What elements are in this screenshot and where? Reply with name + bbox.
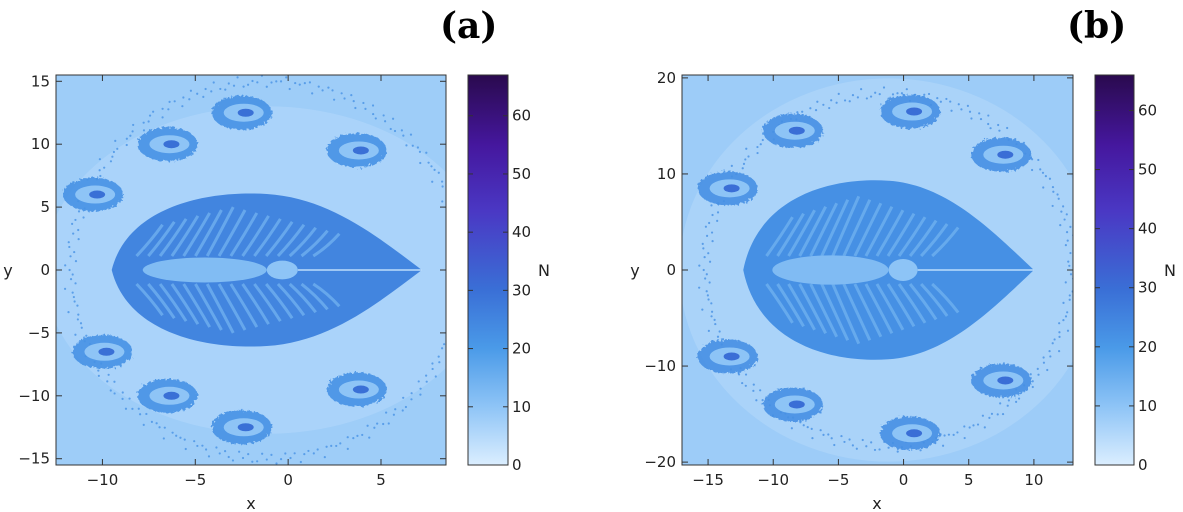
lobe [880,94,941,129]
panel-a-plot-area: −10 −5 0 5 −15 −10 −5 0 5 10 15 [18,72,447,489]
lobe [211,410,272,445]
lobe [762,387,823,422]
y-tick-label: −20 [644,453,676,471]
colorbar-tick-label: 10 [512,398,531,416]
y-tick-label: −15 [18,450,50,468]
lobe [697,339,758,374]
colorbar-gradient [467,74,509,466]
panel-b-colorbar-label: N [1164,261,1176,280]
lobe [326,133,387,168]
y-tick-label: 5 [40,198,50,216]
panel-b: (b) −15 −10 −5 0 5 10 −20 −10 0 10 20 x y 0 10 20 30 4… [630,5,1176,512]
inner-lens [142,257,267,283]
x-tick-label: 0 [899,471,909,489]
panel-b-colorbar: 0 10 20 30 40 50 60 [1094,74,1157,474]
panel-a-xlabel: x [246,494,255,512]
colorbar-tick-label: 50 [1138,161,1157,179]
lobe [971,363,1032,398]
y-tick-label: 0 [40,261,50,279]
y-tick-label: 10 [657,165,676,183]
colorbar-tick-label: 0 [512,456,522,474]
x-tick-label: 5 [964,471,974,489]
inner-lens-small [266,260,298,280]
colorbar-tick-label: 0 [1138,456,1148,474]
colorbar-tick-label: 40 [512,223,531,241]
lobe [137,378,198,413]
colorbar-tick-label: 60 [1138,101,1157,119]
y-tick-label: 15 [31,72,50,90]
panel-a-label: (a) [440,5,497,47]
lobe [72,334,133,369]
y-tick-label: 0 [666,261,676,279]
panel-b-ylabel: y [630,261,639,280]
lobe [762,113,823,148]
y-tick-label: −5 [28,324,50,342]
inner-lens [772,255,889,285]
x-tick-label: −5 [827,471,849,489]
colorbar-gradient [1094,74,1135,466]
y-tick-label: 10 [31,135,50,153]
lobe [63,177,124,212]
x-tick-label: 5 [376,471,386,489]
x-tick-label: −5 [184,471,206,489]
panel-b-plot-area: −15 −10 −5 0 5 10 −20 −10 0 10 20 [644,69,1074,489]
panel-a-colorbar-label: N [538,261,550,280]
lobe [880,416,941,451]
y-tick-label: 20 [657,69,676,87]
colorbar-tick-label: 60 [512,107,531,125]
panel-a-colorbar: 0 10 20 30 40 50 60 [467,74,531,474]
y-tick-label: −10 [18,387,50,405]
panel-b-label: (b) [1067,5,1126,47]
panel-a-ylabel: y [3,261,12,280]
x-tick-label: −10 [87,471,119,489]
central-striations [765,195,960,345]
lobe [137,127,198,162]
colorbar-tick-label: 50 [512,165,531,183]
colorbar-tick-label: 40 [1138,220,1157,238]
lobe [697,171,758,206]
colorbar-tick-label: 20 [1138,338,1157,356]
lobe [211,95,272,130]
x-tick-label: −15 [692,471,724,489]
panel-a: (a) −10 −5 0 5 −15 −10 −5 0 5 10 15 x y 0 10 20 30 40 5… [3,5,550,512]
x-tick-label: −10 [757,471,789,489]
colorbar-tick-label: 30 [512,281,531,299]
x-tick-label: 10 [1024,471,1043,489]
inner-lens-small [888,259,918,281]
lobe [971,137,1032,172]
x-tick-label: 0 [283,471,293,489]
central-striations [135,206,341,334]
panel-b-xlabel: x [872,494,881,512]
colorbar-tick-label: 20 [512,340,531,358]
lobe [326,372,387,407]
fractal-boundary-ring [63,75,446,465]
colorbar-tick-label: 10 [1138,397,1157,415]
colorbar-tick-label: 30 [1138,279,1157,297]
y-tick-label: −10 [644,357,676,375]
